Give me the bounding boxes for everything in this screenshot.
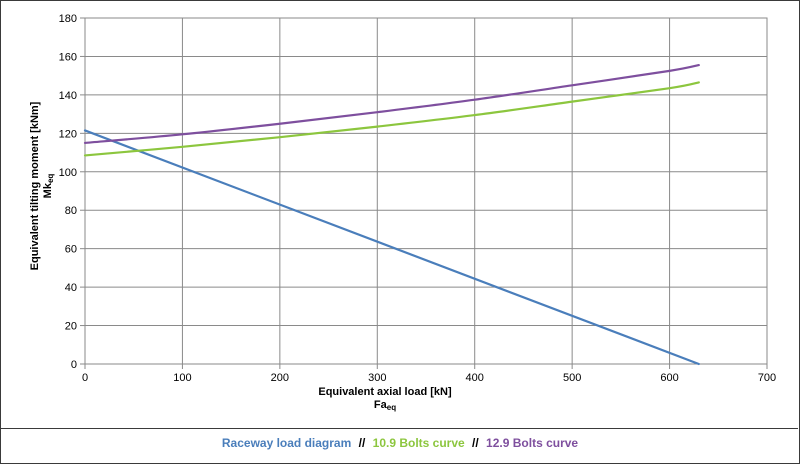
legend-item-12-9-bolts: 12.9 Bolts curve <box>486 436 579 450</box>
series-lines <box>83 63 700 366</box>
x-tick-label: 0 <box>82 372 88 384</box>
y-axis-title: Equivalent tilting moment [kNm] <box>29 101 41 270</box>
x-tick-label: 400 <box>466 372 484 384</box>
legend: Raceway load diagram // 10.9 Bolts curve… <box>0 436 800 450</box>
y-tick-label: 20 <box>65 321 77 333</box>
legend-separator: // <box>472 436 479 450</box>
x-tick-label: 200 <box>271 372 289 384</box>
y-tick-label: 100 <box>59 167 77 179</box>
y-tick-label: 40 <box>65 282 77 294</box>
x-tick-label: 500 <box>563 372 581 384</box>
grid <box>80 17 768 369</box>
y-tick-label: 120 <box>59 128 77 140</box>
legend-item-10-9-bolts: 10.9 Bolts curve <box>372 436 465 450</box>
y-tick-label: 0 <box>71 359 77 371</box>
y-tick-label: 160 <box>59 51 77 63</box>
legend-separator: // <box>358 436 366 450</box>
tick-labels: 0 20 40 60 80 100 120 140 160 180 0 100 200 300 400 500… <box>59 13 777 384</box>
y-tick-label: 80 <box>65 205 77 217</box>
x-tick-label: 600 <box>660 372 678 384</box>
legend-divider <box>0 428 798 429</box>
x-tick-label: 300 <box>368 372 386 384</box>
series-line-1 <box>83 81 700 157</box>
legend-item-raceway: Raceway load diagram <box>221 436 352 450</box>
line-chart: 0 20 40 60 80 100 120 140 160 180 0 100 200 300 400 500… <box>29 13 777 412</box>
y-tick-label: 180 <box>59 13 77 25</box>
y-tick-label: 60 <box>65 244 77 256</box>
x-tick-label: 700 <box>758 372 776 384</box>
series-line-0 <box>83 129 700 366</box>
y-axis-symbol: Mkeq <box>42 174 55 199</box>
x-axis-title: Equivalent axial load [kN] <box>318 386 452 398</box>
y-tick-label: 140 <box>59 90 77 102</box>
series-line-2 <box>83 63 700 145</box>
x-tick-label: 100 <box>173 372 191 384</box>
plot-area <box>84 17 768 365</box>
x-axis-symbol: Faeq <box>374 399 396 412</box>
